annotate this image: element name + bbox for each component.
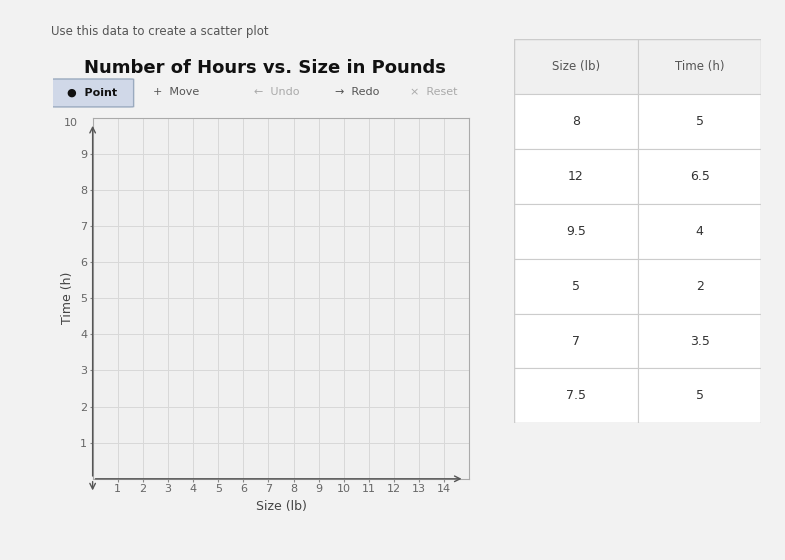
Text: 7: 7 — [572, 334, 580, 348]
Bar — [514, 259, 637, 314]
Text: ×  Reset: × Reset — [410, 87, 457, 97]
Y-axis label: Time (h): Time (h) — [61, 272, 75, 324]
Text: 5: 5 — [572, 279, 580, 293]
Bar — [637, 94, 761, 149]
Text: Size (lb): Size (lb) — [552, 60, 600, 73]
Bar — [514, 94, 637, 149]
Text: 7.5: 7.5 — [566, 389, 586, 403]
Bar — [514, 149, 637, 204]
Text: 5: 5 — [696, 389, 703, 403]
Text: 3.5: 3.5 — [690, 334, 710, 348]
Bar — [637, 314, 761, 368]
Bar — [514, 368, 637, 423]
Bar — [514, 314, 637, 368]
Text: 9.5: 9.5 — [566, 225, 586, 238]
Bar — [637, 149, 761, 204]
Text: 4: 4 — [696, 225, 703, 238]
Bar — [637, 368, 761, 423]
Bar — [637, 204, 761, 259]
Text: 10: 10 — [64, 118, 78, 128]
Text: 6.5: 6.5 — [690, 170, 710, 183]
Bar — [514, 39, 637, 94]
Text: 5: 5 — [696, 115, 703, 128]
Text: 2: 2 — [696, 279, 703, 293]
Text: ←  Undo: ← Undo — [254, 87, 300, 97]
Text: 12: 12 — [568, 170, 584, 183]
Text: ●  Point: ● Point — [68, 87, 117, 97]
Bar — [637, 259, 761, 314]
Text: 8: 8 — [572, 115, 580, 128]
Bar — [514, 204, 637, 259]
Text: +  Move: + Move — [153, 87, 199, 97]
Text: Time (h): Time (h) — [675, 60, 725, 73]
Bar — [637, 39, 761, 94]
X-axis label: Size (lb): Size (lb) — [256, 500, 306, 513]
Text: →  Redo: → Redo — [335, 87, 380, 97]
Text: Number of Hours vs. Size in Pounds: Number of Hours vs. Size in Pounds — [85, 59, 446, 77]
Text: Use this data to create a scatter plot: Use this data to create a scatter plot — [51, 25, 268, 38]
FancyBboxPatch shape — [51, 79, 133, 107]
